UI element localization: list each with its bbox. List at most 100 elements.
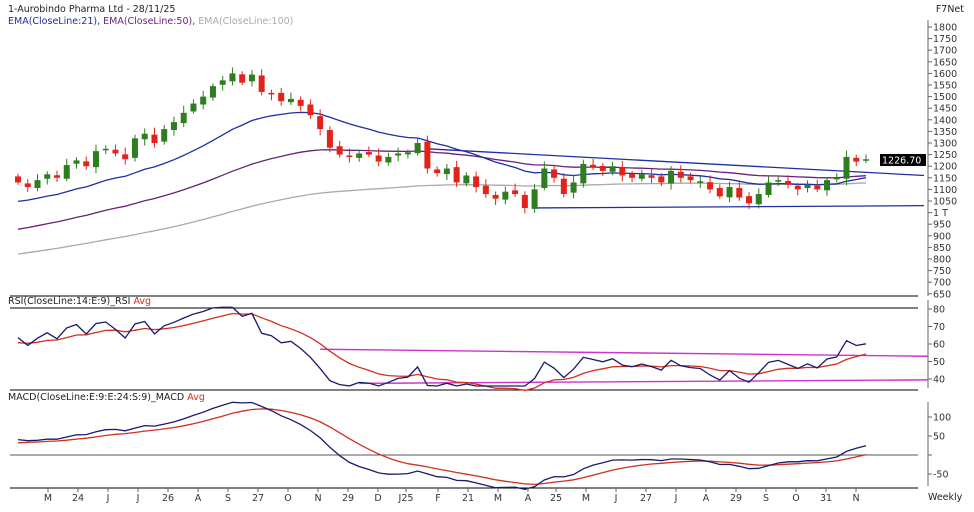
candle-body — [560, 178, 567, 195]
price-tick-label: 650 — [933, 289, 951, 300]
candle-body — [658, 176, 665, 183]
candle-body — [619, 167, 626, 176]
macd-signal-line — [17, 408, 867, 486]
x-tick-label: M — [44, 493, 52, 504]
x-tick-label: A — [525, 493, 532, 504]
x-tick-label: 29 — [342, 493, 354, 504]
x-tick-label: 27 — [640, 493, 652, 504]
candle-body — [531, 189, 538, 209]
candle-body — [170, 122, 177, 131]
price-tick-label: 1200 — [933, 162, 957, 173]
candle-body — [775, 180, 782, 182]
candle-body — [638, 174, 645, 179]
rsi-panel-title: RSI(CloseLine:14:E:9)_RSI Avg — [8, 296, 151, 307]
candle-body — [404, 152, 411, 155]
candle-body — [443, 168, 450, 175]
last-price-tag — [880, 154, 926, 167]
candle-body — [482, 185, 489, 195]
candle-body — [287, 98, 294, 103]
price-tick-label: 1400 — [933, 115, 957, 126]
candle-body — [463, 175, 470, 184]
price-tick-label: 1600 — [933, 69, 957, 80]
ema50-line — [17, 149, 867, 230]
candle-body — [843, 156, 850, 179]
macd-line — [17, 401, 867, 490]
candle-body — [736, 188, 743, 198]
candle-body — [863, 159, 869, 161]
rsi-tick-label: 70 — [933, 322, 945, 333]
candle-body — [492, 194, 499, 199]
candle-body — [63, 165, 70, 179]
price-tick-label: 1 T — [933, 208, 948, 219]
candle-body — [746, 196, 753, 204]
rsi-avg-label: Avg — [133, 296, 152, 307]
brand-label: F7Net — [935, 4, 964, 15]
candle-body — [122, 154, 129, 160]
candle-body — [365, 152, 372, 155]
price-tick-label: 1800 — [933, 23, 957, 34]
x-tick-label: 21 — [462, 493, 474, 504]
x-tick-label: N — [852, 493, 859, 504]
candle-body — [785, 181, 792, 185]
price-tick-label: 1050 — [933, 197, 957, 208]
price-tick-label: 950 — [933, 220, 951, 231]
candle-body — [521, 194, 528, 208]
candle-body — [102, 148, 109, 151]
candle-body — [219, 80, 226, 85]
legend-ema21: EMA(CloseLine:21) — [8, 16, 98, 27]
candle-body — [209, 86, 216, 98]
candle-body — [395, 153, 402, 156]
candle-body — [15, 176, 21, 183]
price-tick-label: 1650 — [933, 57, 957, 68]
x-tick-label: 31 — [820, 493, 832, 504]
macd-tick-label: -50 — [933, 470, 949, 481]
rsi-line — [17, 306, 867, 387]
candle-body — [356, 153, 363, 158]
trendline — [534, 204, 925, 209]
legend-separator: , — [97, 16, 104, 27]
candle-body — [307, 104, 314, 116]
candle-body — [73, 160, 80, 164]
rsi-avg-line — [17, 312, 867, 392]
macd-title-text: MACD(CloseLine:E:9:E:24:S:9)_MACD — [8, 392, 185, 403]
price-tick-label: 1550 — [933, 81, 957, 92]
candle-body — [687, 176, 694, 181]
legend-ema50: EMA(CloseLine:50) — [103, 16, 193, 27]
candle-body — [131, 138, 138, 158]
x-tick-label: A — [195, 493, 202, 504]
candle-body — [190, 103, 197, 112]
x-tick-label: 24 — [72, 493, 84, 504]
macd-avg-label: Avg — [187, 392, 205, 403]
candle-body — [599, 165, 606, 171]
x-tick-label: O — [284, 493, 291, 504]
price-tick-label: 1500 — [933, 92, 957, 103]
candle-body — [697, 181, 704, 183]
candle-body — [180, 112, 187, 124]
candle-body — [824, 180, 831, 191]
price-tick-label: 750 — [933, 266, 951, 277]
candle-body — [317, 116, 324, 130]
candle-body — [804, 184, 811, 189]
x-tick-label: S — [763, 493, 769, 504]
x-tick-label: 27 — [252, 493, 264, 504]
candle-body — [414, 143, 421, 154]
candle-body — [44, 174, 51, 179]
price-tick-label: 900 — [933, 231, 951, 242]
candle-body — [53, 175, 60, 178]
candle-body — [258, 75, 265, 92]
candle-body — [434, 169, 441, 174]
candle-body — [336, 146, 343, 155]
candle-body — [24, 183, 31, 188]
candle-body — [512, 190, 519, 195]
x-tick-label: D — [374, 493, 381, 504]
rsi-level-line — [359, 379, 929, 385]
rsi-tick-label: 60 — [933, 340, 945, 351]
price-tick-label: 1450 — [933, 104, 957, 115]
candle-body — [346, 155, 353, 158]
timeframe-label[interactable]: Weekly — [928, 492, 963, 503]
x-tick-label: O — [792, 493, 799, 504]
x-tick-label: M — [494, 493, 502, 504]
x-tick-label: 29 — [730, 493, 742, 504]
x-tick-label: 25 — [550, 493, 562, 504]
